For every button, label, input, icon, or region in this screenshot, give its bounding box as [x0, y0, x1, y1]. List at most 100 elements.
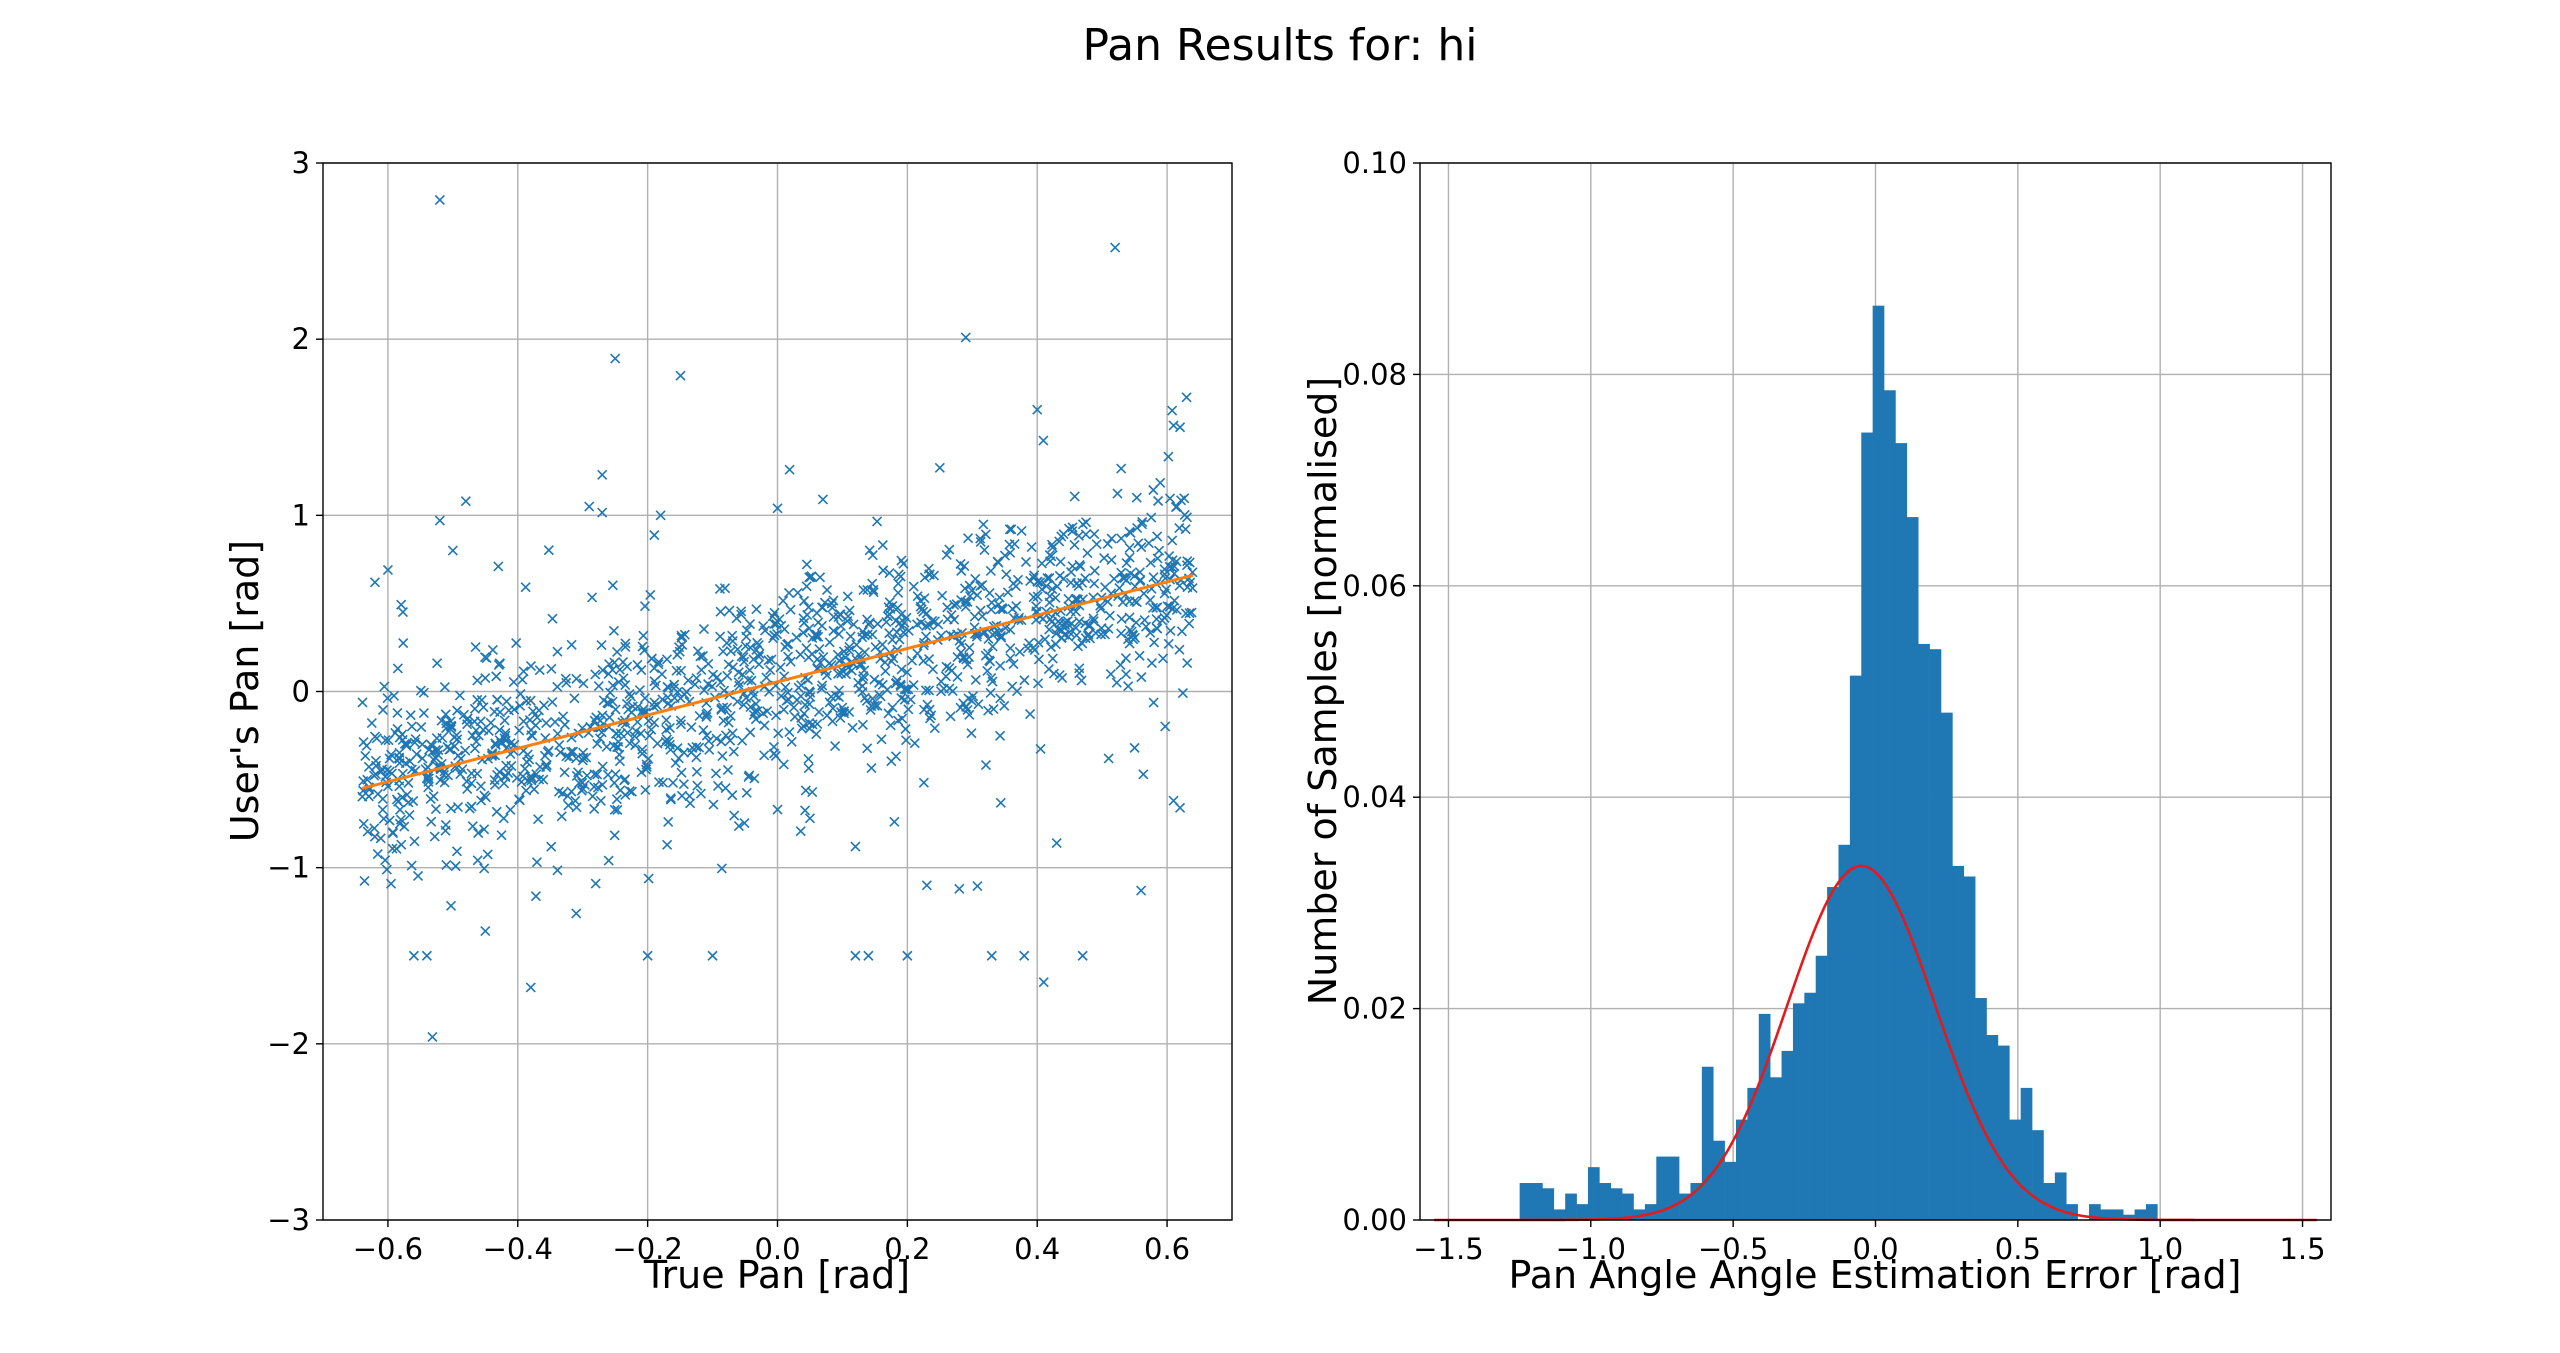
scatter-point [702, 707, 713, 719]
scatter-point [655, 510, 666, 521]
scatter-point [607, 680, 618, 691]
scatter-point [727, 630, 738, 641]
scatter-point [547, 697, 558, 708]
scatter-point [445, 721, 457, 732]
scatter-point [711, 733, 722, 744]
scatter-point [653, 656, 664, 668]
scatter-point [636, 767, 647, 778]
scatter-point [357, 697, 368, 708]
scatter-point [732, 696, 743, 707]
scatter-point [652, 738, 663, 749]
scatter-point [445, 724, 456, 735]
scatter-point [692, 646, 704, 657]
histogram-bar [1792, 1003, 1805, 1220]
scatter-point [1047, 542, 1058, 553]
scatter-point [611, 794, 622, 805]
scatter-point [1077, 950, 1088, 961]
histogram-x-tick-label: −0.5 [1698, 1232, 1768, 1266]
scatter-point [801, 581, 812, 592]
scatter-point [798, 613, 809, 624]
scatter-point [678, 779, 689, 790]
scatter-point [423, 782, 434, 793]
scatter-point [785, 656, 796, 667]
scatter-point [597, 761, 608, 772]
scatter-point [799, 805, 811, 816]
scatter-point [431, 733, 442, 744]
scatter-point [362, 774, 373, 785]
scatter-point [872, 618, 883, 629]
scatter-point [1145, 627, 1156, 638]
scatter-point [1073, 530, 1084, 541]
scatter-point [505, 804, 516, 815]
scatter-point [737, 669, 748, 680]
scatter-point [518, 666, 529, 677]
scatter-point [1120, 653, 1132, 664]
scatter-point [908, 581, 919, 592]
scatter-point [732, 644, 743, 655]
scatter-point [662, 839, 673, 850]
scatter-point [371, 760, 382, 771]
scatter-point [1169, 561, 1180, 572]
scatter-point [869, 700, 880, 711]
scatter-point [549, 716, 561, 727]
scatter-point [737, 735, 748, 746]
scatter-point [715, 606, 726, 617]
scatter-point [895, 680, 907, 692]
scatter-point [924, 620, 935, 631]
scatter-point [878, 565, 889, 576]
scatter-point [736, 651, 747, 662]
scatter-point [941, 661, 952, 672]
scatter-point [592, 769, 603, 780]
scatter-point [1032, 404, 1043, 415]
histogram-bar [2054, 1172, 2067, 1220]
scatter-point [924, 704, 935, 715]
scatter-point [471, 736, 482, 747]
scatter-point [920, 631, 932, 642]
scatter-point [924, 685, 935, 696]
scatter-point [1131, 492, 1142, 503]
scatter-point [587, 592, 598, 603]
scatter-point [877, 639, 888, 650]
scatter-point [819, 597, 830, 608]
scatter-point [676, 630, 687, 641]
scatter-point [642, 950, 653, 961]
scatter-point [658, 777, 669, 788]
scatter-point [1134, 650, 1145, 661]
scatter-point [759, 625, 771, 636]
scatter-point [779, 624, 790, 635]
scatter-point [489, 706, 500, 717]
scatter-point [753, 651, 764, 662]
histogram-bar [1940, 712, 1953, 1220]
scatter-point [639, 693, 651, 704]
scatter-point [375, 833, 386, 844]
scatter-point [630, 726, 642, 737]
scatter-y-tick-label: 3 [292, 146, 310, 180]
scatter-point [995, 797, 1006, 808]
scatter-point [472, 855, 483, 866]
scatter-point [1116, 567, 1127, 578]
scatter-point [1176, 626, 1187, 637]
scatter-point [623, 704, 634, 715]
scatter-point [511, 638, 522, 649]
scatter-point [805, 572, 816, 583]
scatter-point [862, 629, 873, 640]
scatter-point [798, 627, 809, 638]
scatter-point [409, 737, 420, 748]
scatter-point [521, 785, 532, 796]
scatter-point [429, 831, 440, 842]
scatter-point [412, 870, 424, 881]
scatter-point [452, 734, 463, 745]
scatter-point [984, 655, 995, 666]
scatter-point [1005, 643, 1016, 654]
scatter-point [494, 735, 505, 746]
scatter-point [771, 628, 783, 640]
histogram-bar [1906, 517, 1919, 1220]
histogram-panel: −1.5 −1.0 −0.5 0.0 0.5 1.0 1.5 0.000.020.040.0… [1301, 146, 2332, 1297]
scatter-point [985, 687, 996, 699]
scatter-point [559, 767, 570, 778]
scatter-point [395, 814, 407, 825]
histogram-bar [1895, 443, 1908, 1221]
scatter-point [722, 764, 734, 776]
scatter-point [1116, 628, 1127, 639]
